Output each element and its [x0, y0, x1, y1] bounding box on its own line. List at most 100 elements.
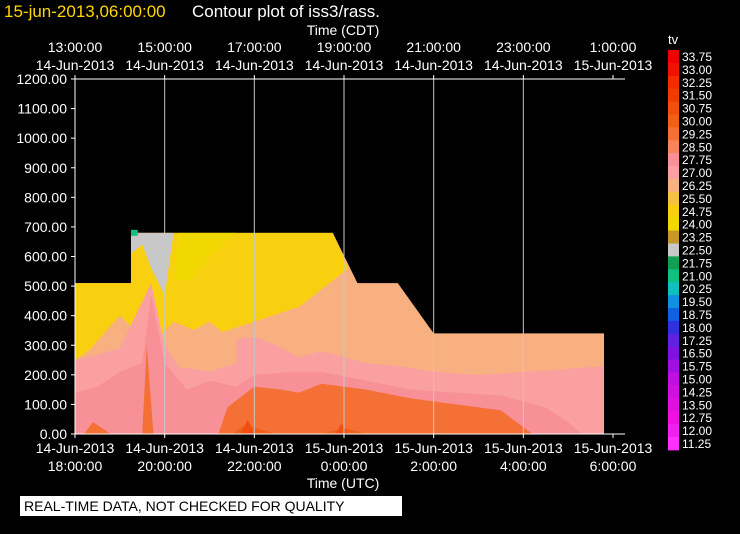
- legend-label: 21.75: [682, 256, 712, 270]
- legend-label: 24.75: [682, 205, 712, 219]
- legend-swatch: [668, 295, 679, 309]
- bottom-tick-label: 18:00:00: [48, 458, 103, 474]
- legend-swatch: [668, 308, 679, 322]
- top-tick-label: 19:00:00: [317, 39, 372, 55]
- y-tick-label: 500.00: [24, 278, 67, 294]
- legend-swatch: [668, 333, 679, 348]
- legend-swatch: [668, 217, 679, 232]
- legend-label: 31.50: [682, 89, 712, 103]
- legend-label: 30.75: [682, 102, 712, 116]
- color-legend: tv 33.7533.0032.2531.5030.7530.0029.2528…: [668, 32, 712, 451]
- legend-label: 12.00: [682, 424, 712, 438]
- contour-region-3: [131, 232, 174, 295]
- legend-swatch: [668, 243, 679, 257]
- legend-label: 13.50: [682, 398, 712, 412]
- legend-label: 25.50: [682, 192, 712, 206]
- y-tick-label: 600.00: [24, 249, 67, 265]
- legend-label: 11.25: [682, 437, 711, 451]
- legend-swatch: [668, 101, 679, 115]
- bottom-tick-label: 6:00:00: [590, 458, 637, 474]
- contour-region-7: [75, 294, 582, 434]
- contour-region-13: [240, 419, 255, 434]
- legend-label: 15.75: [682, 360, 712, 374]
- legend-label: 23.25: [682, 231, 712, 245]
- bottom-tick-label: 15-Jun-2013: [394, 440, 473, 456]
- chart-title: Contour plot of iss3/rass.: [192, 2, 381, 21]
- top-tick-label: 14-Jun-2013: [36, 57, 115, 73]
- top-tick-label: 14-Jun-2013: [215, 57, 294, 73]
- contour-region-9: [142, 345, 154, 434]
- legend-swatch: [668, 256, 679, 270]
- legend-label: 18.75: [682, 308, 712, 322]
- top-tick-label: 14-Jun-2013: [394, 57, 473, 73]
- bottom-tick-label: 4:00:00: [500, 458, 547, 474]
- legend-label: 21.00: [682, 269, 712, 283]
- top-tick-label: 14-Jun-2013: [484, 57, 563, 73]
- legend-swatch: [668, 398, 679, 412]
- bottom-tick-label: 0:00:00: [321, 458, 368, 474]
- top-tick-label: 23:00:00: [496, 39, 551, 55]
- bottom-tick-label: 22:00:00: [227, 458, 282, 474]
- legend-label: 22.50: [682, 244, 712, 258]
- contour-regions: [75, 229, 605, 434]
- legend-swatch: [668, 346, 679, 361]
- legend-swatch: [668, 269, 679, 283]
- legend-label: 33.00: [682, 63, 712, 77]
- y-axis-ticks: 0.00 100.00 200.00 300.00 400.00 500.00 600.00…: [16, 71, 75, 442]
- bottom-tick-label: 14-Jun-2013: [36, 440, 115, 456]
- legend-swatch: [668, 411, 679, 425]
- contour-region-6: [178, 321, 228, 369]
- legend-label: 12.75: [682, 411, 712, 425]
- legend-swatch: [668, 75, 679, 90]
- contour-region-4: [131, 229, 138, 236]
- legend-label: 24.00: [682, 218, 712, 232]
- legend-swatch: [668, 230, 679, 244]
- legend-label: 17.25: [682, 334, 712, 348]
- legend-swatch: [668, 437, 679, 451]
- legend-label: 27.75: [682, 153, 712, 167]
- legend-swatch: [668, 385, 679, 399]
- contour-region-2: [173, 232, 237, 281]
- legend-label: 19.50: [682, 295, 712, 309]
- y-tick-label: 0.00: [40, 426, 67, 442]
- top-tick-label: 14-Jun-2013: [305, 57, 384, 73]
- contour-region-10: [218, 383, 533, 434]
- legend-swatch: [668, 204, 679, 219]
- legend-label: 15.00: [682, 373, 712, 387]
- y-tick-label: 300.00: [24, 337, 67, 353]
- bottom-axis-ticks: 14-Jun-2013 18:00:00 14-Jun-2013 20:00:00 14…: [36, 434, 653, 474]
- legend-label: 29.25: [682, 127, 712, 141]
- top-axis-ticks: 13:00:00 14-Jun-2013 15:00:00 14-Jun-2013 17…: [36, 39, 653, 79]
- top-axis-label: Time (CDT): [307, 22, 380, 38]
- y-tick-label: 200.00: [24, 367, 67, 383]
- legend-title: tv: [668, 32, 679, 47]
- top-tick-label: 13:00:00: [48, 39, 103, 55]
- legend-label: 27.00: [682, 166, 712, 180]
- legend-swatch: [668, 140, 679, 154]
- y-tick-label: 1100.00: [17, 101, 67, 117]
- bottom-tick-label: 20:00:00: [137, 458, 192, 474]
- legend-swatch: [668, 359, 679, 373]
- top-tick-label: 21:00:00: [406, 39, 461, 55]
- legend-swatch: [668, 127, 679, 141]
- y-tick-label: 100.00: [24, 396, 67, 412]
- date-label: 15-jun-2013,06:00:00: [4, 2, 166, 21]
- legend-swatch: [668, 153, 679, 167]
- quality-notice: REAL-TIME DATA, NOT CHECKED FOR QUALITY: [20, 496, 402, 516]
- legend-swatch: [668, 191, 679, 206]
- bottom-tick-label: 14-Jun-2013: [215, 440, 294, 456]
- top-tick-label: 14-Jun-2013: [125, 57, 204, 73]
- contour-region-8: [83, 422, 111, 434]
- legend-swatch: [668, 179, 679, 193]
- bottom-tick-label: 14-Jun-2013: [125, 440, 204, 456]
- y-tick-label: 1200.00: [16, 71, 67, 87]
- legend-swatch: [668, 88, 679, 103]
- y-tick-label: 700.00: [24, 219, 67, 235]
- y-tick-label: 800.00: [24, 189, 67, 205]
- bottom-tick-label: 2:00:00: [410, 458, 457, 474]
- top-tick-label: 15-Jun-2013: [574, 57, 653, 73]
- legend-label: 32.25: [682, 76, 712, 90]
- top-tick-label: 17:00:00: [227, 39, 282, 55]
- legend-swatch: [668, 320, 679, 335]
- legend-swatch: [668, 282, 679, 296]
